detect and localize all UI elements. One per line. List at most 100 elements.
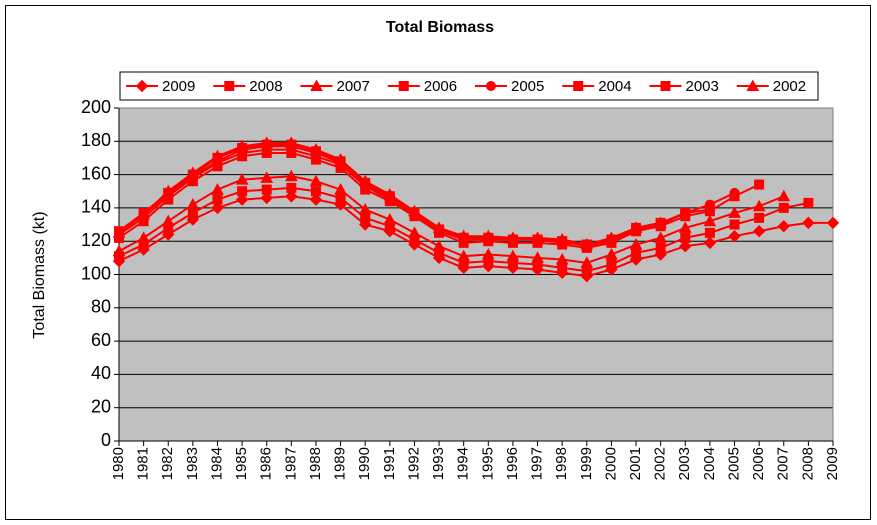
data-point	[557, 262, 568, 273]
x-tick-label: 2008	[799, 447, 816, 480]
x-tick-label: 1993	[430, 447, 447, 480]
y-tick-label: 0	[101, 430, 111, 450]
data-point	[555, 232, 569, 245]
data-point	[358, 203, 372, 215]
legend-marker	[224, 81, 235, 91]
legend-marker	[398, 81, 409, 91]
y-tick-label: 60	[91, 330, 111, 350]
data-point	[605, 247, 618, 260]
data-point	[506, 249, 520, 262]
x-tick-label: 1997	[529, 447, 546, 480]
data-point	[680, 232, 691, 243]
data-point	[826, 216, 840, 230]
y-tick-label: 40	[91, 363, 111, 383]
data-point	[235, 139, 249, 152]
data-point	[752, 225, 766, 238]
x-tick-label: 1988	[307, 447, 324, 480]
data-point	[679, 239, 692, 253]
x-tick-label: 2000	[602, 447, 619, 480]
data-point	[704, 204, 715, 215]
x-tick-label: 1999	[578, 447, 595, 480]
y-tick-label: 80	[91, 297, 111, 317]
data-point	[531, 251, 544, 263]
y-tick-label: 100	[81, 263, 111, 283]
y-tick-label: 140	[81, 197, 111, 217]
data-point	[211, 201, 224, 215]
legend-marker	[135, 79, 149, 93]
y-tick-label: 20	[91, 396, 111, 416]
data-point	[161, 184, 175, 197]
data-point	[703, 214, 717, 227]
data-point	[752, 199, 766, 212]
data-point	[777, 189, 791, 202]
data-point	[680, 207, 691, 218]
data-point	[211, 183, 224, 195]
x-tick-label: 1996	[504, 447, 521, 480]
x-tick-label: 2009	[824, 447, 841, 480]
data-point	[212, 194, 223, 205]
data-point	[235, 173, 249, 185]
legend-label: 2007	[337, 78, 370, 95]
data-point	[754, 212, 765, 223]
data-point	[580, 237, 594, 250]
data-point	[235, 193, 249, 206]
legend-label: 2009	[162, 78, 195, 95]
legend-label: 2002	[773, 78, 806, 95]
data-point	[358, 174, 372, 187]
data-point	[408, 204, 421, 217]
data-point	[137, 231, 150, 243]
data-point	[581, 266, 592, 277]
data-point	[309, 193, 323, 206]
data-point	[310, 186, 321, 197]
legend-marker	[746, 79, 760, 91]
x-tick-label: 1995	[479, 447, 496, 480]
data-point	[457, 249, 471, 262]
data-point	[186, 198, 200, 210]
y-axis-label: Total Biomass (kt)	[31, 211, 48, 338]
data-point	[631, 247, 642, 258]
data-point	[802, 216, 815, 230]
data-point	[481, 247, 495, 260]
data-point	[605, 231, 618, 243]
data-point	[703, 236, 717, 250]
data-point	[309, 143, 323, 155]
legend-marker	[486, 81, 496, 91]
data-point	[211, 149, 224, 162]
x-tick-label: 1998	[553, 447, 570, 480]
data-point	[506, 231, 520, 243]
data-point	[383, 213, 397, 225]
data-point	[457, 229, 471, 242]
data-point	[754, 179, 765, 190]
legend-label: 2005	[511, 78, 544, 95]
x-tick-label: 1981	[135, 447, 152, 480]
y-tick-label: 180	[81, 130, 111, 150]
data-point	[285, 190, 298, 203]
data-point	[284, 169, 298, 182]
data-point	[704, 227, 715, 238]
x-tick-label: 2005	[725, 447, 742, 480]
data-point	[309, 174, 323, 187]
x-tick-label: 1992	[405, 447, 422, 480]
data-point	[186, 166, 200, 178]
data-point	[286, 182, 297, 193]
chart-title: Total Biomass	[386, 19, 494, 36]
data-point	[629, 221, 643, 233]
x-tick-label: 1982	[159, 447, 176, 480]
data-point	[606, 259, 617, 270]
data-point	[728, 229, 741, 243]
data-point	[728, 206, 741, 218]
data-point	[629, 237, 643, 250]
data-point	[187, 207, 198, 218]
data-point	[112, 226, 126, 238]
data-point	[237, 186, 248, 197]
data-point	[580, 256, 594, 268]
data-point	[383, 188, 397, 200]
legend-marker	[310, 79, 323, 91]
x-tick-label: 1985	[233, 447, 250, 480]
x-tick-label: 1989	[332, 447, 349, 480]
x-tick-label: 1991	[381, 447, 398, 480]
x-tick-label: 1987	[282, 447, 299, 480]
data-point	[654, 231, 668, 243]
data-point	[481, 229, 495, 242]
legend-label: 2003	[686, 78, 719, 95]
